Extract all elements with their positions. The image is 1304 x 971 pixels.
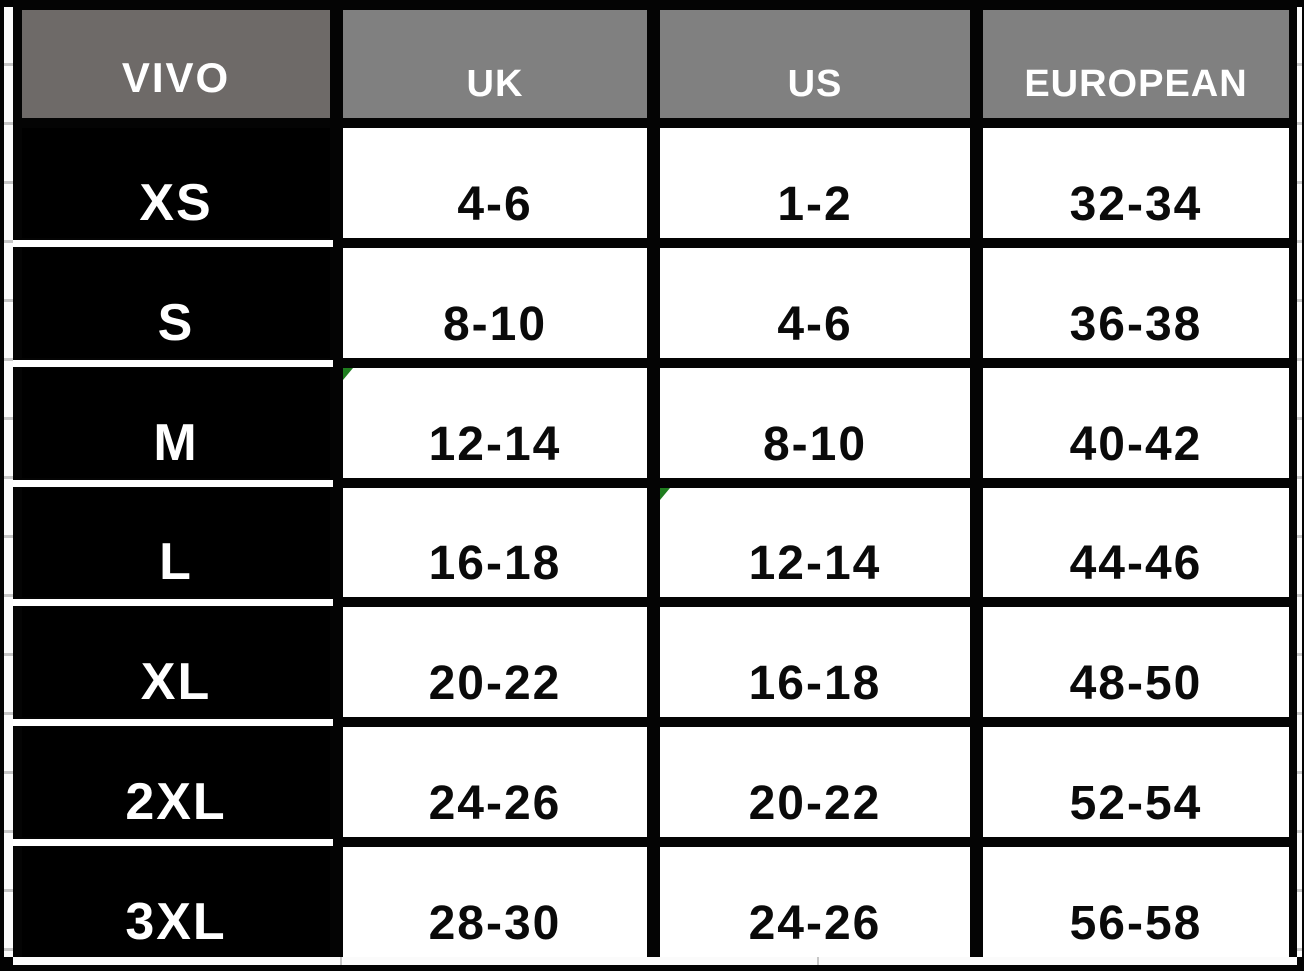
cell-uk-xl: 20-22 <box>343 607 647 718</box>
cell-uk-xs: 4-6 <box>343 128 647 238</box>
row-separator <box>13 479 333 487</box>
row-label-text: 2XL <box>125 773 227 832</box>
cell-us-3xl: 24-26 <box>660 847 970 957</box>
green-corner-flag-icon <box>343 367 353 380</box>
spreadsheet-left-gutter <box>4 7 13 957</box>
header-vivo: VIVO <box>22 10 330 118</box>
cell-us-s: 4-6 <box>660 247 970 358</box>
row-separator <box>13 239 333 247</box>
spreadsheet-right-gutter <box>1297 7 1302 957</box>
green-corner-flag-icon <box>660 487 670 500</box>
row-separator <box>13 719 333 727</box>
gridline <box>340 957 342 965</box>
cell-uk-m: 12-14 <box>343 367 647 478</box>
row-separator <box>13 599 333 607</box>
row-label-xl: XL <box>13 607 333 727</box>
size-chart-grid: VIVO UK US EUROPEAN XS 4-6 1-2 32-34 S 8… <box>13 10 1289 957</box>
row-label-text: S <box>157 293 195 352</box>
row-separator <box>13 839 333 847</box>
cell-us-xs: 1-2 <box>660 128 970 238</box>
gridline <box>817 957 819 965</box>
cell-us-xl: 16-18 <box>660 607 970 718</box>
cell-uk-l: 16-18 <box>343 487 647 598</box>
header-uk: UK <box>343 10 647 118</box>
row-label-text: 3XL <box>125 892 227 951</box>
cell-us-2xl: 20-22 <box>660 727 970 838</box>
cell-uk-3xl: 28-30 <box>343 847 647 957</box>
row-label-text: L <box>159 533 193 592</box>
cell-european-xl: 48-50 <box>983 607 1289 718</box>
row-label-3xl: 3XL <box>22 847 330 957</box>
header-european: EUROPEAN <box>983 10 1289 118</box>
row-label-s: S <box>13 247 333 367</box>
cell-uk-2xl: 24-26 <box>343 727 647 838</box>
row-label-m: M <box>13 367 333 487</box>
row-separator <box>13 359 333 367</box>
row-label-text: XS <box>139 173 213 232</box>
cell-european-l: 44-46 <box>983 487 1289 598</box>
cell-european-m: 40-42 <box>983 367 1289 478</box>
row-label-2xl: 2XL <box>13 727 333 847</box>
row-label-text: M <box>153 413 199 472</box>
cell-european-2xl: 52-54 <box>983 727 1289 838</box>
cell-us-l: 12-14 <box>660 487 970 598</box>
cell-uk-s: 8-10 <box>343 247 647 358</box>
size-chart-table: VIVO UK US EUROPEAN XS 4-6 1-2 32-34 S 8… <box>13 0 1297 957</box>
row-label-l: L <box>13 487 333 607</box>
cell-us-m: 8-10 <box>660 367 970 478</box>
row-label-xs: XS <box>13 128 333 247</box>
row-label-text: XL <box>140 653 212 712</box>
cell-european-s: 36-38 <box>983 247 1289 358</box>
cell-european-xs: 32-34 <box>983 128 1289 238</box>
header-us: US <box>660 10 970 118</box>
spreadsheet-bottom-gutter <box>13 957 1297 965</box>
cell-european-3xl: 56-58 <box>983 847 1289 957</box>
